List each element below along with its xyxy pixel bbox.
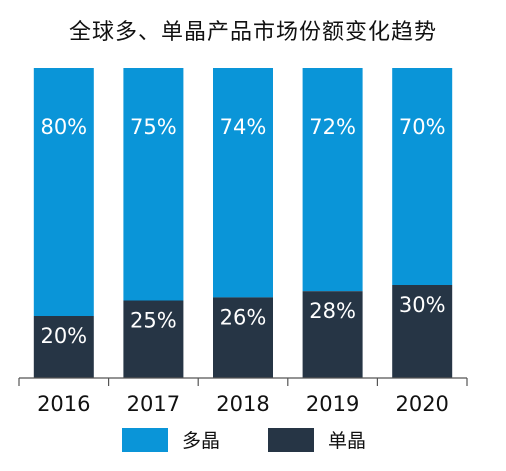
bar-mono-2016 — [33, 316, 94, 378]
legend-label-mono: 单晶 — [328, 430, 367, 452]
x-tick-label-2018: 2018 — [216, 392, 269, 416]
data-label-mono-2017: 25% — [130, 309, 177, 333]
data-label-mono-2018: 26% — [220, 305, 267, 329]
legend-swatch-mono — [268, 427, 314, 452]
bar-mono-2020 — [392, 285, 453, 378]
data-label-multi-2019: 72% — [309, 115, 356, 139]
bar-multi-2017 — [123, 68, 184, 301]
bar-multi-2016 — [33, 68, 94, 316]
data-label-multi-2018: 74% — [220, 115, 267, 139]
data-label-multi-2020: 70% — [399, 115, 446, 139]
legend-swatch-multi — [122, 427, 168, 452]
x-tick-label-2017: 2017 — [127, 392, 180, 416]
bar-multi-2019 — [302, 68, 363, 292]
bar-multi-2018 — [213, 68, 273, 298]
data-label-mono-2019: 28% — [309, 299, 356, 323]
bar-mono-2017 — [123, 300, 184, 378]
bar-mono-2019 — [302, 291, 363, 378]
legend-item-mono: 单晶 — [268, 426, 366, 453]
legend-label-multi: 多晶 — [182, 430, 221, 452]
legend-item-multi: 多晶 — [122, 426, 220, 453]
data-label-mono-2020: 30% — [399, 293, 446, 317]
stacked-bar-chart: 80% 20% 2016 75% 25% 2017 74% 26% 2018 72% 28% 2019… — [18, 68, 468, 416]
data-label-mono-2016: 20% — [40, 324, 87, 348]
data-label-multi-2016: 80% — [40, 115, 87, 139]
x-tick-label-2019: 2019 — [306, 392, 359, 416]
x-tick-label-2020: 2020 — [395, 392, 448, 416]
chart-legend: 多晶 单晶 — [0, 426, 506, 456]
bar-multi-2020 — [392, 68, 453, 285]
bar-mono-2018 — [213, 297, 273, 378]
x-tick-label-2016: 2016 — [37, 392, 90, 416]
data-label-multi-2017: 75% — [130, 115, 177, 139]
chart-title: 全球多、单晶产品市场份额变化趋势 — [68, 20, 437, 45]
